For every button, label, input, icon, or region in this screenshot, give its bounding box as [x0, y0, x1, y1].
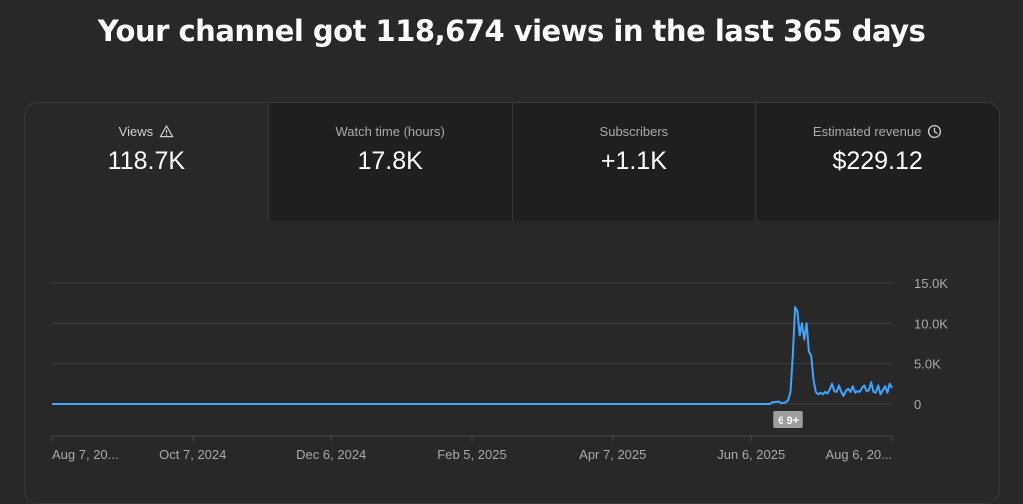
views-line-chart: 15.0K 10.0K 5.0K 0 Aug 7, 20... Oct 7, 2024 De… [51, 276, 948, 462]
x-tick-label: Aug 7, 20... [52, 447, 119, 462]
event-marker[interactable] [782, 411, 803, 428]
x-tick-label: Oct 7, 2024 [159, 447, 226, 462]
page-title: Your channel got 118,674 views in the la… [97, 14, 926, 48]
views-chart: 15.0K 10.0K 5.0K 0 Aug 7, 20... Oct 7, 2024 De… [25, 221, 999, 503]
warning-icon[interactable] [159, 124, 174, 139]
clock-icon[interactable] [927, 124, 942, 139]
x-tick-label: Apr 7, 2025 [579, 447, 646, 462]
tab-subscribers[interactable]: Subscribers +1.1K [511, 103, 756, 221]
y-tick-label: 0 [914, 397, 921, 412]
y-tick-label: 10.0K [914, 316, 948, 331]
x-tick-label: Aug 6, 20... [826, 447, 893, 462]
views-series-line [52, 306, 893, 405]
tab-watch-time-value: 17.8K [357, 147, 423, 175]
metrics-card: Views 118.7K Watch time (hours) 17.8K Su… [24, 102, 1000, 504]
metric-tabs: Views 118.7K Watch time (hours) 17.8K Su… [25, 103, 999, 221]
tab-subscribers-label: Subscribers [599, 123, 669, 139]
tab-views[interactable]: Views 118.7K [25, 103, 268, 221]
x-tick-label: Jun 6, 2025 [717, 447, 785, 462]
tab-estimated-revenue-value: $229.12 [832, 147, 923, 175]
event-marker-label: 6 [778, 415, 784, 427]
x-tick-label: Dec 6, 2024 [296, 447, 366, 462]
x-tick-label: Feb 5, 2025 [437, 447, 506, 462]
tab-estimated-revenue[interactable]: Estimated revenue $229.12 [755, 103, 999, 221]
tab-estimated-revenue-label: Estimated revenue [812, 123, 922, 139]
tab-views-label: Views [118, 123, 154, 139]
event-marker-label: 9+ [786, 415, 799, 427]
tab-subscribers-value: +1.1K [600, 147, 667, 175]
tab-watch-time[interactable]: Watch time (hours) 17.8K [267, 103, 512, 221]
y-tick-label: 5.0K [914, 357, 941, 372]
tab-views-value: 118.7K [107, 147, 186, 175]
tab-watch-time-label: Watch time (hours) [335, 123, 445, 139]
y-tick-label: 15.0K [914, 276, 948, 291]
